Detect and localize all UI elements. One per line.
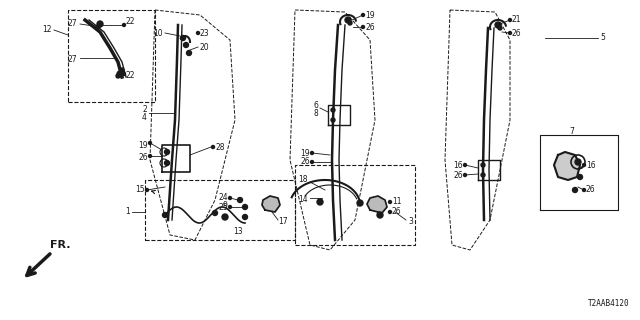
Text: 9: 9 xyxy=(223,201,227,210)
Text: 26: 26 xyxy=(586,186,596,195)
Circle shape xyxy=(196,31,200,35)
Circle shape xyxy=(498,26,502,30)
Circle shape xyxy=(463,173,467,177)
Circle shape xyxy=(388,211,392,213)
Circle shape xyxy=(463,164,467,166)
Circle shape xyxy=(222,214,228,220)
Circle shape xyxy=(362,26,365,28)
Text: 10: 10 xyxy=(154,28,163,37)
Circle shape xyxy=(573,188,577,193)
Text: 27: 27 xyxy=(68,20,77,28)
Text: T2AAB4120: T2AAB4120 xyxy=(588,299,630,308)
Circle shape xyxy=(357,200,363,206)
Circle shape xyxy=(243,214,248,220)
Circle shape xyxy=(495,22,501,28)
Text: 26: 26 xyxy=(453,171,463,180)
Circle shape xyxy=(331,108,335,112)
Circle shape xyxy=(120,68,124,72)
Text: 18: 18 xyxy=(298,175,307,185)
Circle shape xyxy=(180,36,186,41)
Circle shape xyxy=(186,51,191,55)
Circle shape xyxy=(577,174,582,180)
Text: 13: 13 xyxy=(233,228,243,236)
Circle shape xyxy=(310,151,314,155)
Circle shape xyxy=(122,23,125,27)
Circle shape xyxy=(237,197,243,203)
Text: 24: 24 xyxy=(218,194,228,203)
Text: 16: 16 xyxy=(453,161,463,170)
Text: 22: 22 xyxy=(126,71,136,81)
Circle shape xyxy=(317,199,323,205)
Text: 26: 26 xyxy=(512,28,522,37)
Circle shape xyxy=(582,188,586,191)
Polygon shape xyxy=(367,196,387,213)
Circle shape xyxy=(331,118,335,122)
Text: 2: 2 xyxy=(142,106,147,115)
Text: 4: 4 xyxy=(142,114,147,123)
Circle shape xyxy=(184,43,189,47)
Text: 19: 19 xyxy=(300,148,310,157)
Text: 15: 15 xyxy=(136,186,145,195)
Circle shape xyxy=(362,13,365,17)
Text: 5: 5 xyxy=(600,34,605,43)
Text: 12: 12 xyxy=(42,26,52,35)
Circle shape xyxy=(97,21,103,27)
Text: 26: 26 xyxy=(365,22,374,31)
Circle shape xyxy=(243,204,248,210)
Text: 25: 25 xyxy=(218,203,228,212)
Circle shape xyxy=(211,146,214,148)
Text: 21: 21 xyxy=(512,15,522,25)
Polygon shape xyxy=(262,196,280,212)
Circle shape xyxy=(163,212,168,218)
Text: 1: 1 xyxy=(125,207,130,217)
Text: 6: 6 xyxy=(313,100,318,109)
Text: 19: 19 xyxy=(138,140,148,149)
Circle shape xyxy=(122,73,125,76)
Circle shape xyxy=(145,188,148,191)
Text: 16: 16 xyxy=(586,161,596,170)
Circle shape xyxy=(377,212,383,218)
Text: 20: 20 xyxy=(200,43,210,52)
Text: 8: 8 xyxy=(313,108,318,117)
Text: 22: 22 xyxy=(126,18,136,27)
Circle shape xyxy=(345,17,351,23)
Circle shape xyxy=(575,159,581,165)
Text: 27: 27 xyxy=(68,55,77,65)
Circle shape xyxy=(148,155,152,157)
Circle shape xyxy=(164,149,170,155)
Text: 14: 14 xyxy=(298,196,308,204)
Circle shape xyxy=(96,25,100,29)
Circle shape xyxy=(481,173,485,177)
Circle shape xyxy=(212,211,218,215)
Circle shape xyxy=(164,161,170,165)
Circle shape xyxy=(117,71,123,77)
Text: 26: 26 xyxy=(138,154,148,163)
Text: FR.: FR. xyxy=(50,240,70,250)
Circle shape xyxy=(310,161,314,164)
Circle shape xyxy=(509,19,511,21)
Circle shape xyxy=(348,21,352,25)
Circle shape xyxy=(228,196,232,199)
Text: 7: 7 xyxy=(570,127,575,137)
Text: 19: 19 xyxy=(365,11,374,20)
Circle shape xyxy=(388,201,392,204)
Text: 23: 23 xyxy=(200,28,210,37)
Circle shape xyxy=(228,205,232,209)
Circle shape xyxy=(116,74,120,78)
Circle shape xyxy=(582,164,586,166)
Circle shape xyxy=(481,163,485,167)
Polygon shape xyxy=(554,152,580,180)
Circle shape xyxy=(509,31,511,35)
Text: 3: 3 xyxy=(408,218,413,227)
Text: 26: 26 xyxy=(300,157,310,166)
Text: 28: 28 xyxy=(215,142,225,151)
Text: 17: 17 xyxy=(278,218,287,227)
Text: 26: 26 xyxy=(392,207,402,217)
Circle shape xyxy=(148,141,152,145)
Text: 11: 11 xyxy=(392,197,401,206)
